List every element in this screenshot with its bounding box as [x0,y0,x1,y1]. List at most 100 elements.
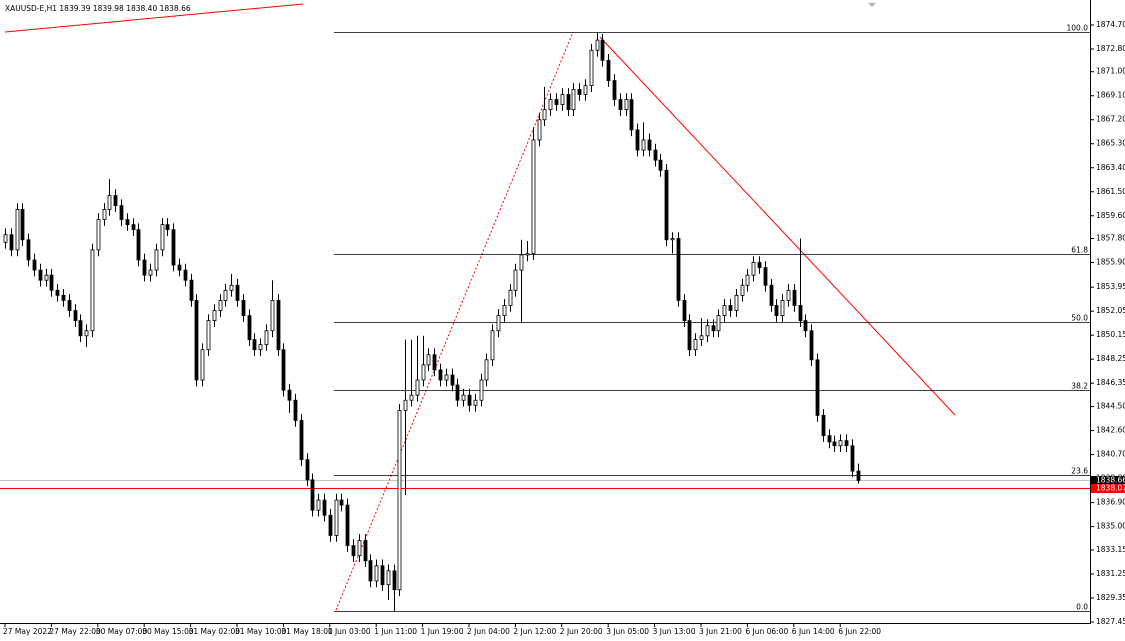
candle-body [647,139,652,151]
candle-body [67,300,72,311]
candle-body [107,195,112,210]
candle-body [415,379,420,396]
candle-body [740,284,745,296]
candle-body [421,364,426,381]
candle-body [363,540,368,562]
candle-body [322,499,327,516]
fib-level-label: 38.2 [1071,382,1088,391]
candle-body [537,119,542,141]
candle-body [461,394,466,401]
candle-body [705,325,710,337]
candle-body [351,545,356,557]
candle-body [751,262,756,276]
candle-body [664,169,669,241]
candle-body [252,339,257,351]
candle-body [856,470,861,481]
y-tick-label: 1852.05 [1096,306,1125,315]
price-label-box [1091,484,1125,493]
y-tick-label: 1857.80 [1096,234,1125,243]
price-label: 1838.07 [1096,484,1125,493]
candle-body [711,325,716,332]
candle-body [142,259,147,276]
x-tick-label: 31 May 18:00 [281,627,333,636]
y-tick-label: 1833.15 [1096,545,1125,554]
candle-body [473,399,478,406]
x-tick-label: 1 Jun 03:00 [328,627,371,636]
candle-body [183,269,188,281]
candle-body [218,300,223,311]
candle-body [177,264,182,271]
candle-body [519,254,524,271]
candle-body [722,305,727,316]
candle-body [403,399,408,411]
y-tick-label: 1874.70 [1096,20,1125,29]
fib-level-label: 100.0 [1067,24,1089,33]
candle-body [316,499,321,511]
candle-body [583,85,588,95]
candle-body [119,205,124,220]
candle-body [479,379,484,401]
candle-body [815,359,820,416]
candle-body [716,315,721,332]
candle-body [577,89,582,95]
x-tick-label: 6 Jun 14:00 [792,627,835,636]
fib-level-label: 23.6 [1071,467,1088,476]
candle-body [763,267,768,286]
x-tick-label: 1 Jun 19:00 [421,627,464,636]
candle-body [345,504,350,546]
y-tick-label: 1840.70 [1096,450,1125,459]
candle-body [136,229,141,261]
candle-body [658,159,663,171]
fib-level-label: 50.0 [1071,314,1088,323]
candle-body [247,315,252,340]
candle-body [571,89,576,111]
x-tick-label: 31 May 02:00 [189,627,241,636]
candle-body [357,540,362,557]
candle-body [374,565,379,582]
candle-body [484,359,489,381]
x-tick-label: 2 Jun 20:00 [560,627,603,636]
chart-title: XAUUSD-E,H1 1839.39 1839.98 1838.40 1838… [5,4,191,13]
candle-body [467,394,472,406]
candle-body [682,300,687,322]
candle-body [264,330,269,346]
candle-body [548,99,553,111]
candle-body [513,269,518,291]
candle-body [328,514,333,536]
candle-body [525,253,530,256]
candle-body [566,94,571,111]
candle-body [44,274,49,281]
candle-body [392,570,397,591]
candle-body [189,279,194,301]
candle-body [20,209,25,241]
y-tick-label: 1872.80 [1096,44,1125,53]
candle-body [90,249,95,332]
candle-body [160,224,165,251]
candle-body [838,440,843,447]
candle-body [55,289,60,296]
trend-line [599,36,956,416]
price-label-box [1091,476,1125,485]
candle-body [641,139,646,151]
x-tick-label: 30 May 15:00 [142,627,194,636]
y-tick-label: 1842.60 [1096,426,1125,435]
y-tick-label: 1846.35 [1096,378,1125,387]
candle-body [432,354,437,371]
candle-body [444,374,449,381]
candle-body [624,99,629,111]
fib-level-label: 0.0 [1076,603,1088,612]
y-tick-label: 1831.25 [1096,569,1125,578]
candle-body [769,284,774,306]
candle-body [131,224,136,231]
candle-body [629,99,634,131]
y-tick-label: 1855.90 [1096,258,1125,267]
candle-body [635,129,640,151]
x-tick-label: 6 Jun 22:00 [838,627,881,636]
candle-body [606,59,611,81]
candle-body [113,195,118,207]
candle-body [84,330,89,337]
candle-body [368,560,373,582]
candle-body [438,369,443,381]
candle-body [212,310,217,322]
candle-body [73,310,78,322]
